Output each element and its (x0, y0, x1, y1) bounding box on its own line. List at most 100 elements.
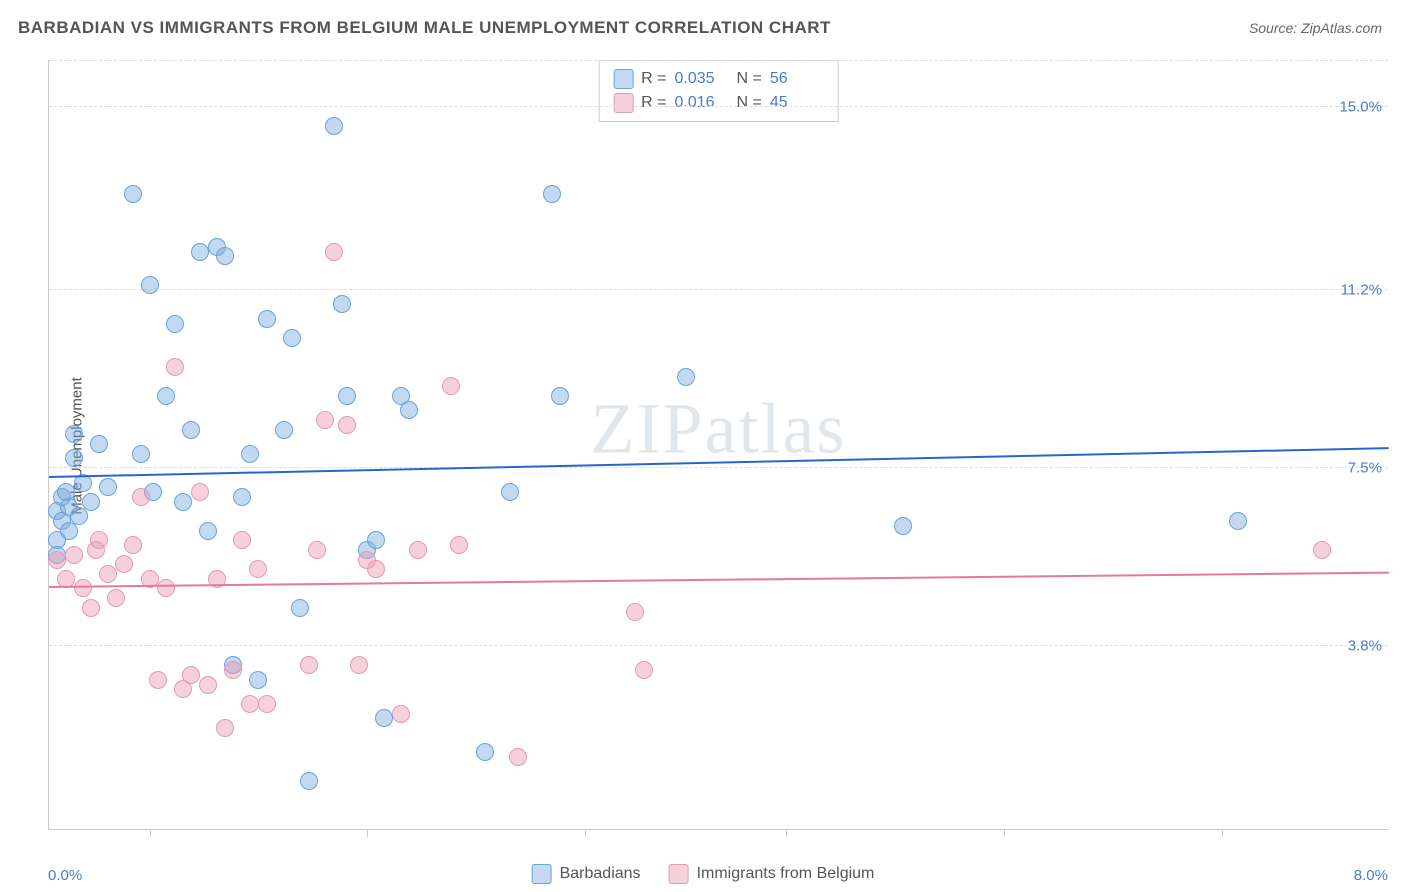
watermark-text: ZIPatlas (591, 388, 847, 471)
gridline (49, 645, 1388, 646)
data-point (350, 656, 368, 674)
data-point (82, 493, 100, 511)
x-tick (585, 829, 586, 837)
source-attribution: Source: ZipAtlas.com (1249, 20, 1382, 36)
legend-swatch (613, 69, 633, 89)
data-point (249, 560, 267, 578)
data-point (375, 709, 393, 727)
data-point (132, 488, 150, 506)
data-point (409, 541, 427, 559)
legend-swatch (669, 864, 689, 884)
data-point (233, 488, 251, 506)
data-point (191, 243, 209, 261)
data-point (283, 329, 301, 347)
gridline (49, 289, 1388, 290)
data-point (166, 358, 184, 376)
data-point (450, 536, 468, 554)
n-label: N = (737, 94, 762, 112)
gridline (49, 467, 1388, 468)
x-tick (1222, 829, 1223, 837)
data-point (157, 387, 175, 405)
data-point (325, 243, 343, 261)
data-point (367, 560, 385, 578)
data-point (338, 416, 356, 434)
data-point (224, 661, 242, 679)
data-point (551, 387, 569, 405)
data-point (166, 315, 184, 333)
legend-swatch (613, 93, 633, 113)
corr-legend-row: R =0.016N =45 (613, 91, 824, 115)
data-point (325, 117, 343, 135)
data-point (258, 310, 276, 328)
data-point (258, 695, 276, 713)
data-point (894, 517, 912, 535)
y-tick-label: 3.8% (1348, 638, 1382, 655)
data-point (65, 546, 83, 564)
y-tick-label: 7.5% (1348, 460, 1382, 477)
data-point (65, 425, 83, 443)
data-point (65, 449, 83, 467)
data-point (124, 185, 142, 203)
data-point (216, 719, 234, 737)
data-point (74, 579, 92, 597)
gridline (49, 60, 1388, 61)
x-tick (150, 829, 151, 837)
data-point (291, 599, 309, 617)
data-point (107, 589, 125, 607)
data-point (82, 599, 100, 617)
data-point (216, 247, 234, 265)
data-point (367, 531, 385, 549)
data-point (501, 483, 519, 501)
data-point (275, 421, 293, 439)
data-point (333, 295, 351, 313)
data-point (132, 445, 150, 463)
data-point (99, 565, 117, 583)
legend-item: Barbadians (532, 864, 641, 884)
data-point (543, 185, 561, 203)
data-point (124, 536, 142, 554)
gridline (49, 106, 1388, 107)
data-point (400, 401, 418, 419)
data-point (626, 603, 644, 621)
data-point (199, 676, 217, 694)
data-point (249, 671, 267, 689)
data-point (476, 743, 494, 761)
legend-item: Immigrants from Belgium (669, 864, 875, 884)
data-point (392, 705, 410, 723)
data-point (182, 421, 200, 439)
data-point (191, 483, 209, 501)
data-point (1229, 512, 1247, 530)
legend-swatch (532, 864, 552, 884)
data-point (241, 445, 259, 463)
data-point (141, 276, 159, 294)
data-point (174, 493, 192, 511)
data-point (308, 541, 326, 559)
x-tick (367, 829, 368, 837)
x-axis-max-label: 8.0% (1354, 867, 1388, 884)
data-point (48, 551, 66, 569)
data-point (316, 411, 334, 429)
data-point (99, 478, 117, 496)
series-legend: Barbadians Immigrants from Belgium (532, 864, 875, 884)
y-tick-label: 15.0% (1339, 99, 1382, 116)
r-label: R = (641, 70, 666, 88)
y-tick-label: 11.2% (1341, 282, 1382, 299)
data-point (90, 435, 108, 453)
data-point (149, 671, 167, 689)
data-point (677, 368, 695, 386)
legend-label: Barbadians (560, 865, 641, 883)
n-value: 56 (770, 70, 824, 88)
correlation-legend: R =0.035N =56R =0.016N =45 (598, 60, 839, 122)
data-point (509, 748, 527, 766)
legend-label: Immigrants from Belgium (697, 865, 875, 883)
chart-title: BARBADIAN VS IMMIGRANTS FROM BELGIUM MAL… (18, 18, 831, 38)
data-point (300, 772, 318, 790)
data-point (70, 507, 88, 525)
data-point (233, 531, 251, 549)
r-value: 0.016 (675, 94, 729, 112)
data-point (442, 377, 460, 395)
data-point (338, 387, 356, 405)
data-point (635, 661, 653, 679)
trend-line (49, 572, 1389, 588)
corr-legend-row: R =0.035N =56 (613, 67, 824, 91)
